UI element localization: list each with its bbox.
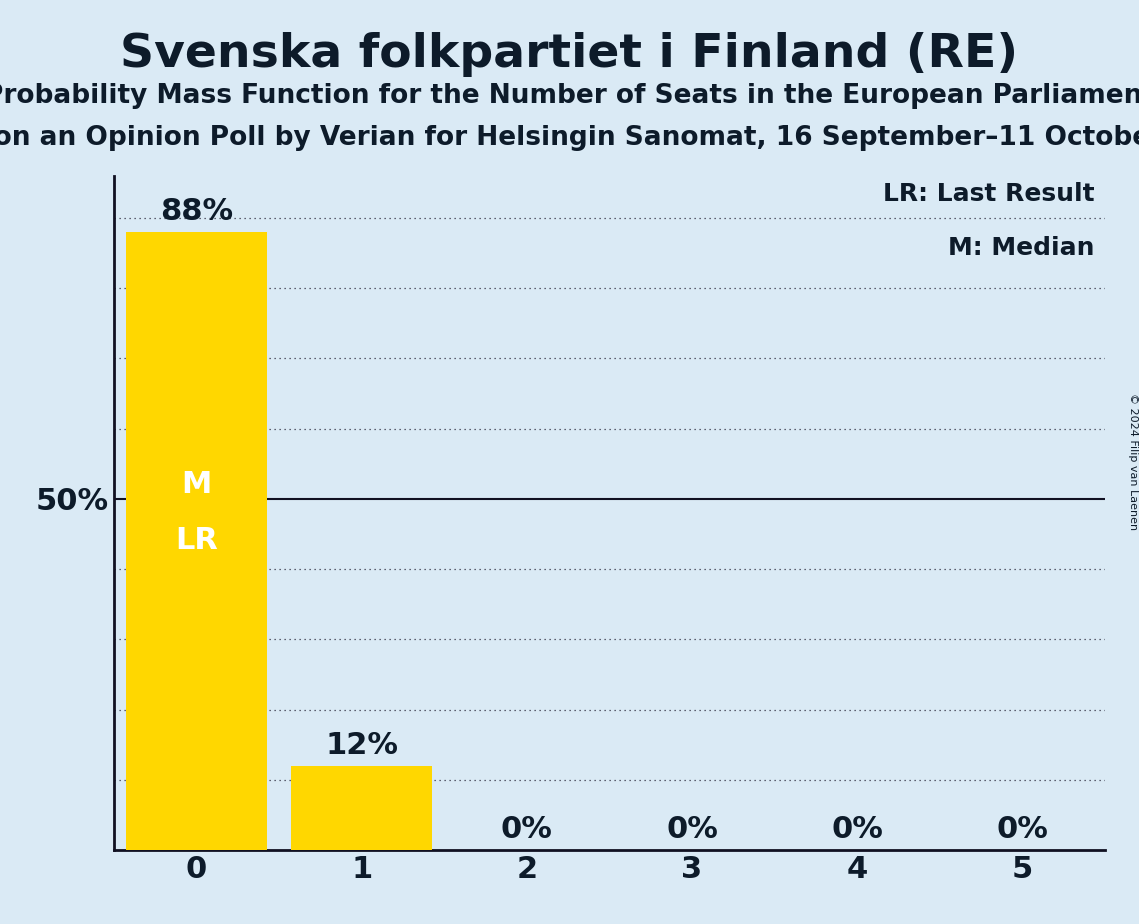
Text: 0%: 0%: [666, 816, 718, 845]
Text: © 2024 Filip van Laenen: © 2024 Filip van Laenen: [1128, 394, 1138, 530]
Text: 88%: 88%: [159, 197, 233, 226]
Text: Svenska folkpartiet i Finland (RE): Svenska folkpartiet i Finland (RE): [121, 32, 1018, 78]
Text: 0%: 0%: [997, 816, 1048, 845]
Text: 12%: 12%: [325, 731, 399, 760]
Text: LR: Last Result: LR: Last Result: [884, 182, 1095, 206]
Text: Probability Mass Function for the Number of Seats in the European Parliament: Probability Mass Function for the Number…: [0, 83, 1139, 109]
Bar: [126, 232, 267, 850]
Text: Based on an Opinion Poll by Verian for Helsingin Sanomat, 16 September–11 Octobe: Based on an Opinion Poll by Verian for H…: [0, 125, 1139, 151]
Text: 0%: 0%: [831, 816, 883, 845]
Text: M: Median: M: Median: [949, 237, 1095, 261]
Text: 0%: 0%: [501, 816, 552, 845]
Text: LR: LR: [175, 527, 218, 555]
Text: M: M: [181, 470, 212, 499]
Bar: [292, 766, 432, 850]
